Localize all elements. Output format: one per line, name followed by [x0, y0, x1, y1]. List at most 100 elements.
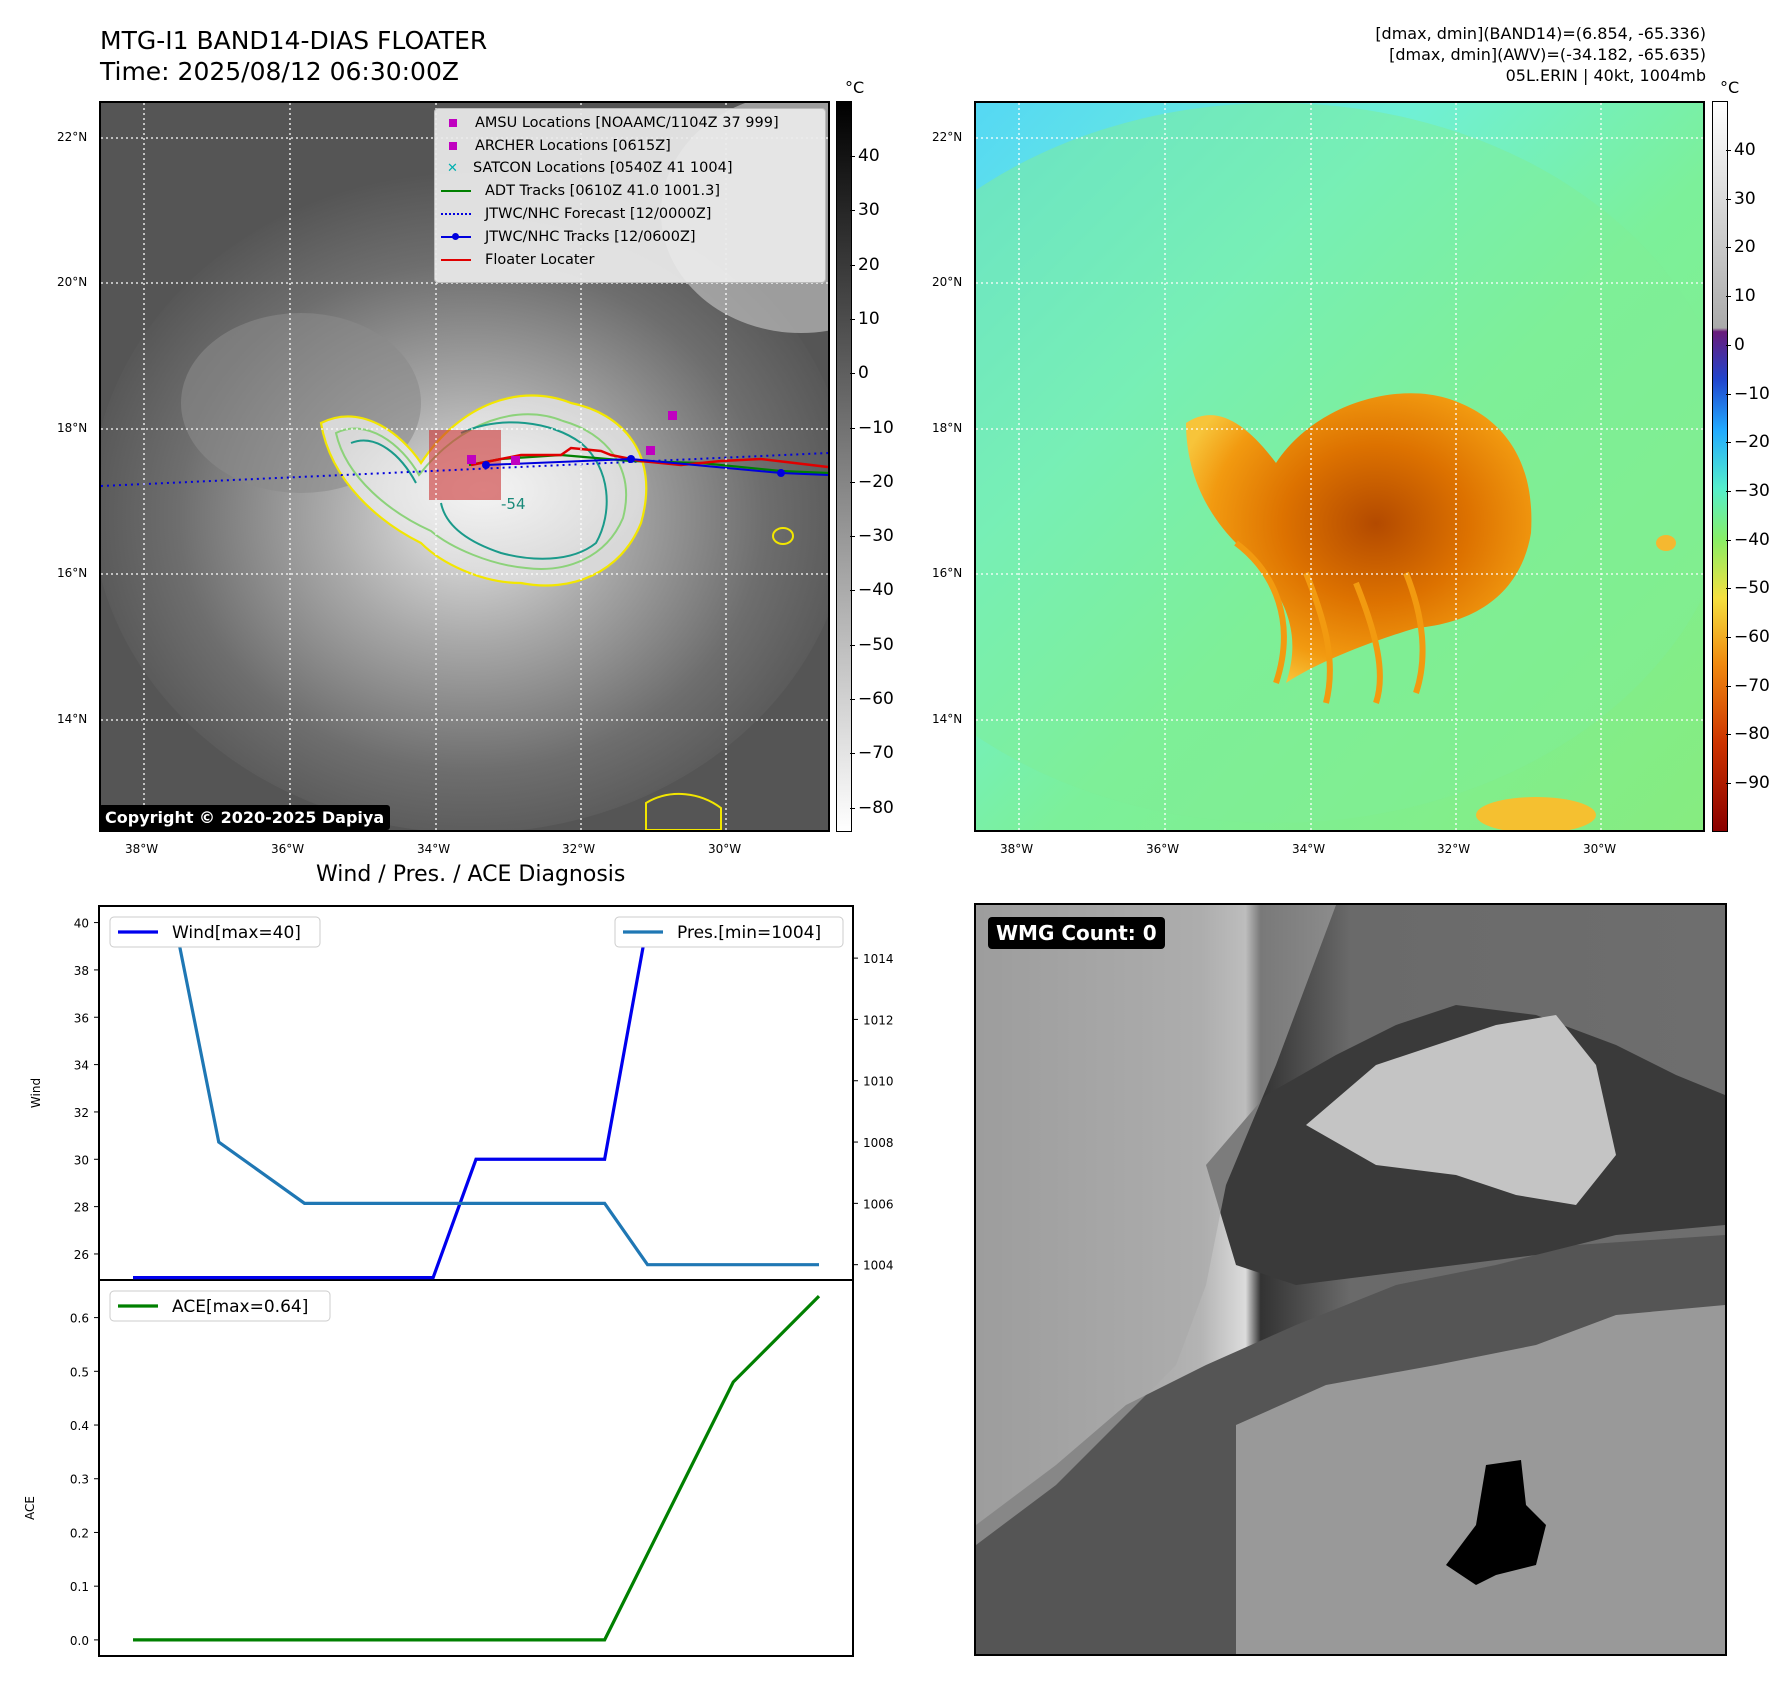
- storm-info: 05L.ERIN | 40kt, 1004mb: [1505, 66, 1706, 85]
- diagnosis-chart: 26 28 30 32 34 36 38 40 1004 1006 1008 1010 1012 1014…: [23, 905, 894, 1657]
- contour-yellow-south: [645, 792, 722, 830]
- archer-marker: [511, 456, 520, 465]
- wind-series-line: [133, 920, 819, 1280]
- color-map-image: [976, 103, 1703, 830]
- colorbar-tick: [850, 644, 855, 646]
- wind-ytick-label: 26: [74, 1248, 89, 1262]
- pres-legend-box: [614, 916, 844, 948]
- contour-teal: [350, 421, 608, 560]
- colorbar-tick: [850, 318, 855, 320]
- colorbar-tick: [1726, 344, 1731, 346]
- wind-ytick-label: 40: [74, 917, 89, 931]
- ace-ytick-label: 0.1: [70, 1580, 89, 1594]
- colorbar-tick: [1726, 150, 1731, 151]
- storm-convection: [1186, 393, 1532, 683]
- wind-axis-label: Wind: [29, 1078, 43, 1108]
- lon-label: 32°W: [562, 842, 596, 856]
- lat-label: 18°N: [57, 421, 88, 435]
- jtwc-track-point: [482, 461, 490, 469]
- lon-label: 36°W: [271, 842, 305, 856]
- ir-map-panel: -54 Copyright © 2020-2025 Dapiya AMSU Lo…: [99, 101, 830, 832]
- colorbar-tick-label: −80: [1734, 724, 1770, 745]
- color-colorbar: [1712, 101, 1728, 832]
- jtwc-track-line: [485, 457, 828, 476]
- ace-ytick-label: 0.0: [70, 1634, 89, 1648]
- diagnosis-title: Wind / Pres. / ACE Diagnosis: [316, 862, 626, 887]
- colorbar-tick-label: −10: [1734, 383, 1770, 404]
- wind-ytick-label: 30: [74, 1153, 89, 1167]
- gray-colorbar-unit: °C: [845, 78, 865, 97]
- jtwc-track-point: [777, 469, 785, 477]
- colorbar-tick: [1726, 637, 1731, 638]
- colorbar-tick: [1726, 198, 1731, 200]
- amsu-legend-icon: [449, 119, 457, 127]
- colorbar-tick: [1726, 783, 1731, 785]
- lon-label: 36°W: [1146, 842, 1180, 856]
- pres-ytick-label: 1010: [863, 1075, 894, 1089]
- lat-label: 20°N: [57, 275, 88, 289]
- colorbar-tick: [850, 373, 855, 375]
- colorbar-tick: [850, 536, 855, 538]
- color-map-panel: [974, 101, 1705, 832]
- wmg-mid-region: [1236, 1305, 1725, 1654]
- wmg-panel: WMG Count: 0: [974, 903, 1727, 1656]
- jtwc-track-point: [627, 455, 635, 463]
- colorbar-tick-label: 10: [1734, 286, 1756, 307]
- lat-label: 20°N: [932, 275, 963, 289]
- colorbar-tick-label: 40: [1734, 140, 1756, 160]
- pres-ytick-label: 1014: [863, 952, 894, 966]
- colorbar-tick: [850, 807, 855, 809]
- figure-time: Time: 2025/08/12 06:30:00Z: [100, 57, 459, 86]
- colorbar-tick-label: −70: [1734, 675, 1770, 696]
- wmg-image: [976, 905, 1725, 1654]
- contour-yellow-small: [772, 527, 794, 545]
- lat-label: 18°N: [932, 421, 963, 435]
- wind-ytick-label: 34: [74, 1059, 89, 1073]
- colorbar-tick-label: 10: [858, 308, 880, 329]
- ace-ytick-label: 0.2: [70, 1526, 89, 1540]
- colorbar-tick: [1726, 539, 1731, 541]
- lon-label: 32°W: [1437, 842, 1471, 856]
- colorbar-tick: [850, 427, 855, 429]
- archer-marker: [668, 411, 677, 420]
- wind-ytick-label: 38: [74, 964, 89, 978]
- lat-label: 14°N: [932, 712, 963, 726]
- lon-label: 34°W: [417, 842, 451, 856]
- ace-ytick-label: 0.4: [70, 1419, 89, 1433]
- forecast-legend-icon: [441, 213, 471, 215]
- colorbar-tick-label: 0: [1734, 334, 1745, 355]
- satcon-legend-icon: ✕: [447, 161, 458, 176]
- ace-axis-label: ACE: [23, 1496, 37, 1520]
- colorbar-tick-label: 0: [858, 363, 869, 384]
- colorbar-tick-label: −50: [858, 634, 894, 655]
- wind-pres-axes-frame: [98, 905, 854, 1281]
- ace-ytick-label: 0.3: [70, 1473, 89, 1487]
- colorbar-tick-label: −20: [858, 471, 894, 492]
- legend-archer: ARCHER Locations [0615Z]: [475, 138, 671, 154]
- wind-legend-label: Wind[max=40]: [172, 923, 301, 943]
- archer-marker: [646, 446, 655, 455]
- colorbar-tick-label: 30: [858, 200, 880, 221]
- colorbar-tick-label: −20: [1734, 432, 1770, 453]
- colorbar-tick-label: −90: [1734, 773, 1770, 794]
- floater-legend-icon: [441, 259, 471, 261]
- colorbar-tick-label: −60: [1734, 627, 1770, 647]
- contour-label: -54: [501, 495, 526, 513]
- pres-ytick-label: 1004: [863, 1259, 894, 1273]
- lon-label: 38°W: [125, 842, 159, 856]
- adt-legend-icon: [441, 190, 471, 192]
- ace-legend-label: ACE[max=0.64]: [172, 1297, 308, 1317]
- legend-amsu: AMSU Locations [NOAAMC/1104Z 37 999]: [475, 115, 779, 131]
- ace-ytick-label: 0.5: [70, 1365, 89, 1379]
- colorbar-tick-label: −50: [1734, 578, 1770, 599]
- south-cloud: [1476, 797, 1596, 830]
- ace-legend-box: [109, 1290, 331, 1322]
- colorbar-tick: [1726, 685, 1731, 687]
- colorbar-tick-label: −80: [858, 797, 894, 818]
- ace-axes-frame: [98, 1279, 854, 1657]
- colorbar-tick: [1726, 734, 1731, 736]
- lon-label: 30°W: [1583, 842, 1617, 856]
- wmg-count-badge: WMG Count: 0: [988, 917, 1165, 949]
- pres-legend-label: Pres.[min=1004]: [677, 923, 821, 943]
- lat-label: 22°N: [932, 130, 963, 144]
